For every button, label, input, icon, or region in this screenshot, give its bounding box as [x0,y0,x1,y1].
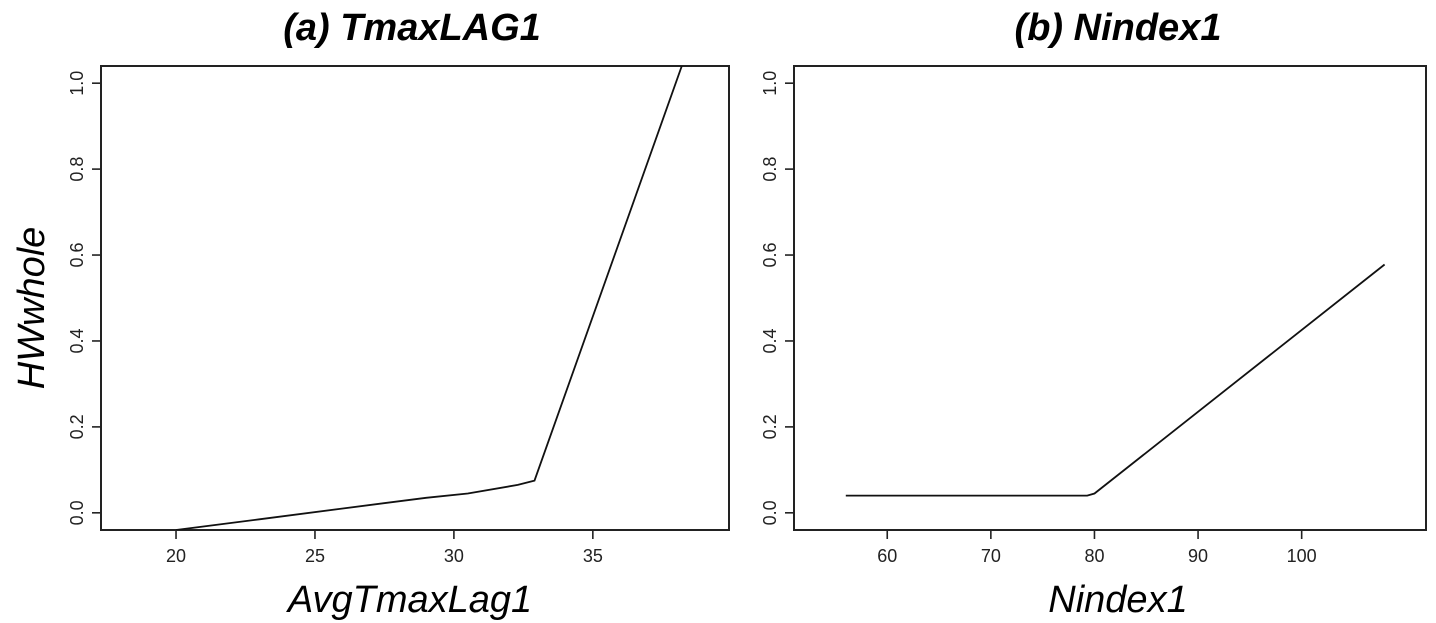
panel-b-title: (b) Nindex1 [1015,7,1222,49]
panel-b-xtick-labels: 60 70 80 90 100 [877,546,1316,566]
panel-b-xtick-label: 60 [877,546,897,566]
panel-a-ytick-label: 0.8 [67,157,87,182]
panel-b-ytick-label: 0.2 [760,414,780,439]
panel-b-xtick-label: 80 [1084,546,1104,566]
panel-b-ytick-label: 1.0 [760,71,780,96]
panel-b-ytick-label: 0.6 [760,243,780,268]
panel-b-xticks [886,530,1303,539]
panel-a: (a) TmaxLAG1 20 25 30 35 0.0 0.2 0.4 0.6… [67,7,730,621]
panel-a-yticks [92,82,101,514]
panel-b: (b) Nindex1 60 70 80 90 100 0.0 0.2 0.4 … [760,7,1427,621]
panel-a-xtick-label: 35 [583,546,603,566]
panel-a-ytick-label: 0.0 [67,500,87,525]
panel-b-yticks [785,82,794,514]
panel-a-ytick-label: 0.6 [67,243,87,268]
panel-b-ytick-labels: 0.0 0.2 0.4 0.6 0.8 1.0 [760,71,780,526]
panel-b-xtick-label: 90 [1188,546,1208,566]
panel-a-ytick-label: 0.4 [67,328,87,353]
panel-a-xtick-label: 20 [166,546,186,566]
shared-y-axis-label: HWwhole [11,227,53,390]
panel-b-xtick-label: 70 [981,546,1001,566]
panel-a-xticks [175,530,594,539]
panel-b-x-axis-label: Nindex1 [1048,579,1187,621]
panel-b-ytick-label: 0.4 [760,328,780,353]
panel-b-series-line [845,263,1386,497]
panel-a-title: (a) TmaxLAG1 [283,7,541,49]
panel-a-ytick-labels: 0.0 0.2 0.4 0.6 0.8 1.0 [67,71,87,526]
panel-a-ytick-label: 1.0 [67,71,87,96]
panel-b-xtick-label: 100 [1287,546,1317,566]
panel-a-ytick-label: 0.2 [67,414,87,439]
panel-a-xtick-label: 30 [444,546,464,566]
panel-b-frame [793,65,1427,531]
panel-a-frame [100,65,730,531]
panel-a-xtick-labels: 20 25 30 35 [166,546,603,566]
panel-b-ytick-label: 0.8 [760,157,780,182]
panel-a-xtick-label: 25 [305,546,325,566]
panel-a-series-line [175,66,683,530]
panel-a-x-axis-label: AvgTmaxLag1 [286,579,532,621]
panel-b-ytick-label: 0.0 [760,500,780,525]
